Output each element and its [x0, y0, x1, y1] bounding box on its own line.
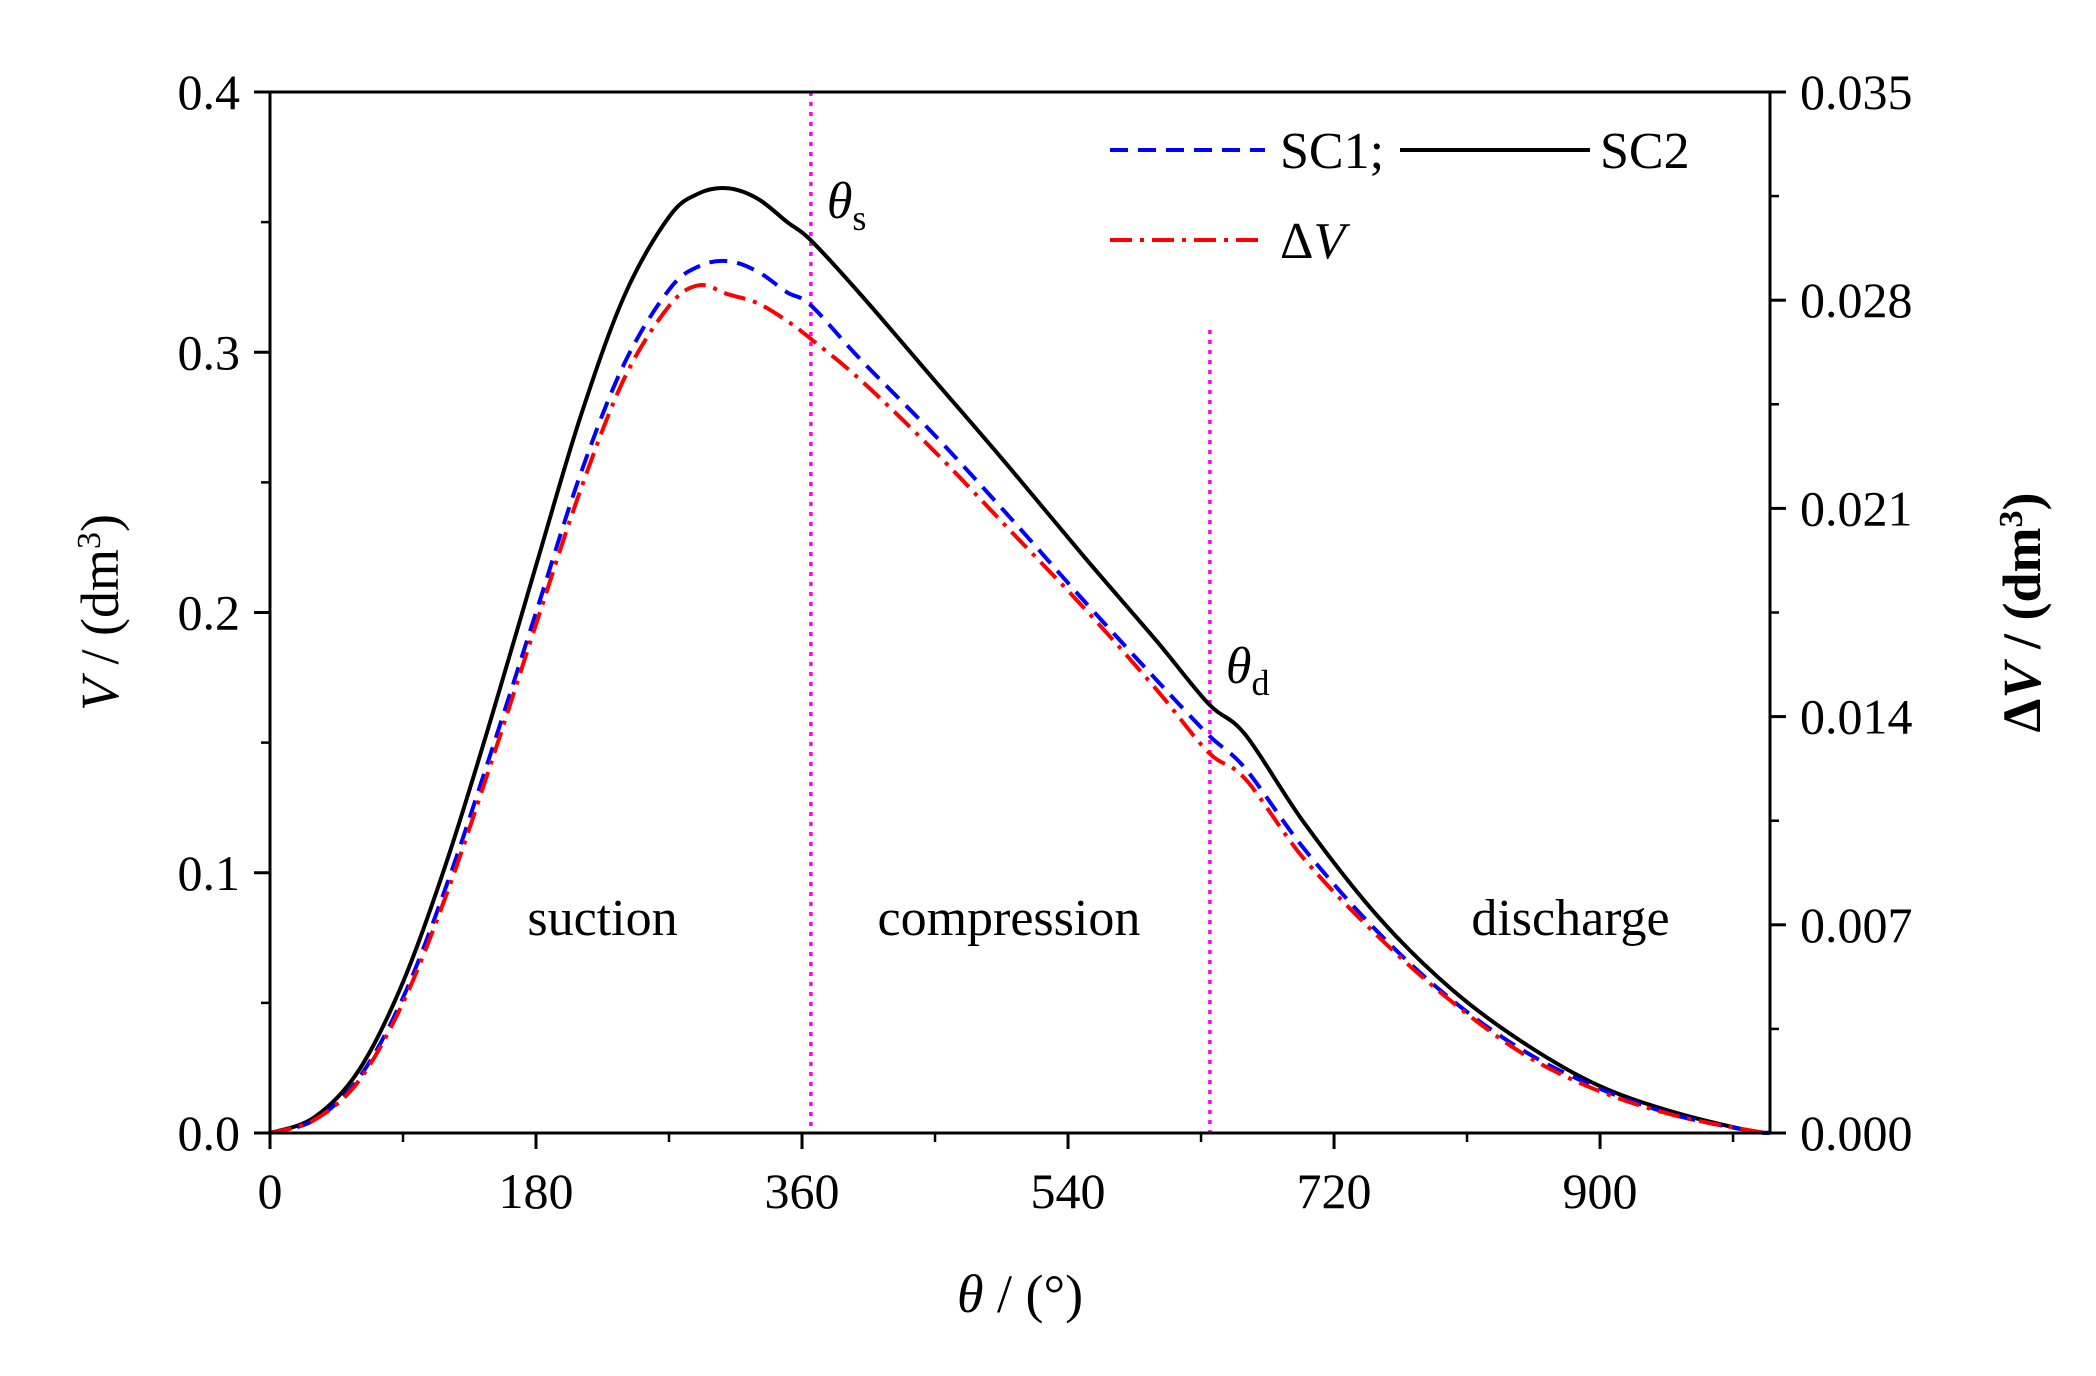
vertical-markers: θs θd [809, 92, 1270, 1133]
x-tick-label: 720 [1297, 1163, 1372, 1219]
legend-label-sc2: SC2 [1600, 123, 1690, 180]
x-axis-title: θ / (°) [957, 1264, 1083, 1324]
x-tick-label: 540 [1031, 1163, 1106, 1219]
legend-label-sc1: SC1; [1280, 123, 1384, 180]
y-right-tick-label: 0.000 [1800, 1105, 1913, 1161]
x-tick-label: 180 [499, 1163, 574, 1219]
x-tick-label: 360 [765, 1163, 840, 1219]
y-right-tick-label: 0.035 [1800, 64, 1913, 120]
series-line-v [269, 282, 1771, 1135]
y-left-tick-label: 0.1 [178, 845, 241, 901]
x-tick-label: 0 [258, 1163, 283, 1219]
region-labels: suction compression discharge [527, 890, 1669, 947]
axes: 0 180 360 540 720 900 0.0 0.1 0.2 0.3 0.4 0.000 0.00… [70, 64, 2052, 1324]
data-series [269, 186, 1771, 1135]
region-label-compression: compression [877, 890, 1140, 947]
series-line-sc2 [269, 186, 1771, 1135]
x-tick-label: 900 [1563, 1163, 1638, 1219]
plot-frame [268, 90, 1772, 1135]
series-line-sc1 [269, 258, 1771, 1135]
y-right-tick-label: 0.014 [1800, 689, 1913, 745]
region-label-discharge: discharge [1471, 890, 1669, 947]
legend: SC1; SC2 ΔV [1110, 123, 1690, 270]
y-left-tick-label: 0.4 [178, 64, 241, 120]
y-left-tick-label: 0.0 [178, 1105, 241, 1161]
y-left-axis-title: V / (dm3) [70, 514, 130, 711]
legend-label-dv: ΔV [1280, 213, 1350, 270]
y-right-tick-label: 0.007 [1800, 897, 1913, 953]
y-right-tick-label: 0.021 [1800, 480, 1913, 536]
y-left-tick-label: 0.2 [178, 585, 241, 641]
y-right-axis-title: ΔV / (dm3) [1992, 493, 2052, 733]
marker-label-d: θd [1226, 638, 1270, 703]
y-left-tick-label: 0.3 [178, 324, 241, 380]
marker-label-s: θs [827, 173, 867, 238]
y-right-tick-label: 0.028 [1800, 272, 1913, 328]
region-label-suction: suction [527, 890, 677, 947]
